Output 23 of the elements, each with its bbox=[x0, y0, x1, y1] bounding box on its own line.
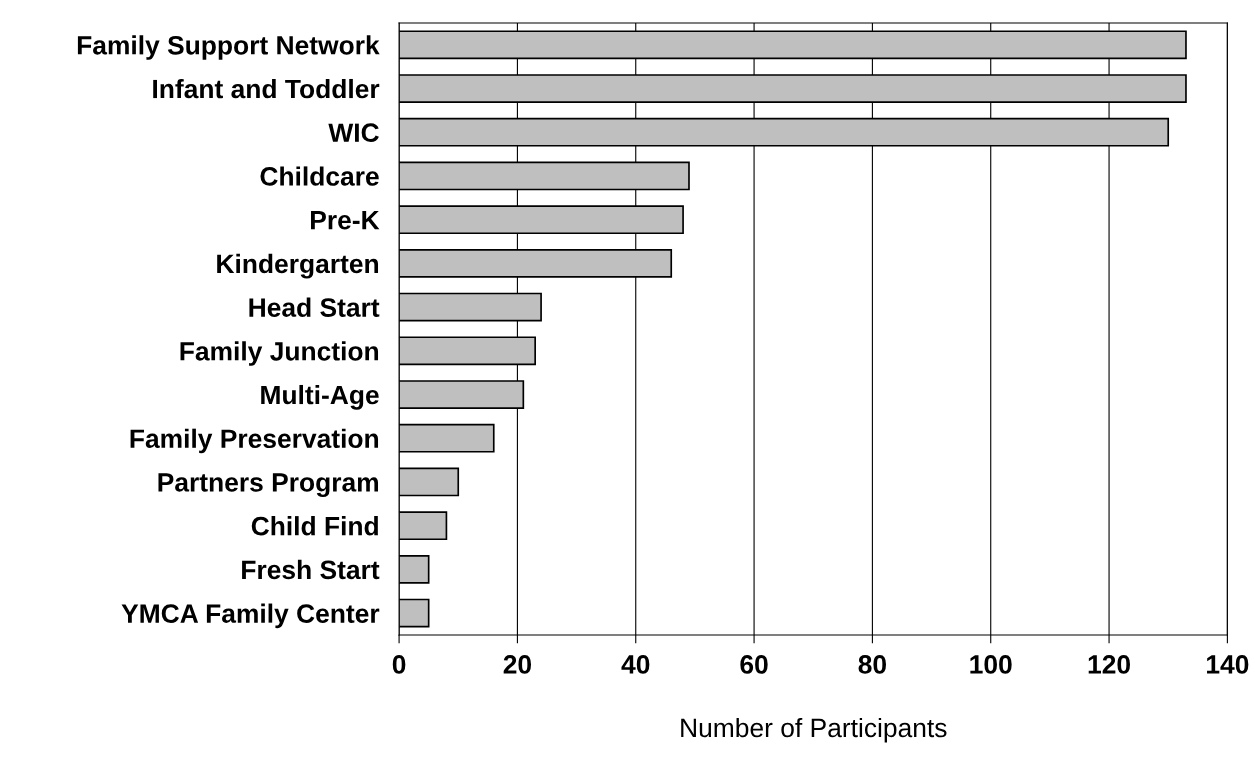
y-tick-label: Head Start bbox=[249, 297, 380, 317]
y-tick-label: Infant and Toddler bbox=[153, 78, 380, 99]
x-axis-title: Number of Participants bbox=[681, 717, 947, 743]
y-tick-label: Pre-K bbox=[311, 211, 380, 230]
y-tick-label: YMCA Family Center bbox=[121, 603, 380, 629]
y-tick-label: WIC bbox=[328, 123, 379, 143]
x-tick-label: 80 bbox=[858, 655, 886, 674]
x-tick-label: 120 bbox=[1088, 655, 1130, 674]
y-tick-label: Family Support Network bbox=[77, 35, 380, 60]
y-tick-label: Family Junction bbox=[180, 341, 379, 366]
y-tick-label: Childcare bbox=[260, 166, 379, 186]
x-tick-label: 40 bbox=[621, 655, 650, 674]
y-tick-label: Family Preservation bbox=[130, 428, 379, 454]
y-tick-label: Partners Program bbox=[158, 473, 379, 498]
x-tick-label: 0 bbox=[392, 655, 406, 674]
x-tick-label: 20 bbox=[503, 655, 532, 674]
x-tick-label: 140 bbox=[1207, 655, 1249, 674]
y-tick-label: Child Find bbox=[251, 516, 378, 536]
x-tick-label: 60 bbox=[740, 655, 768, 674]
y-tick-label: Multi-Age bbox=[261, 384, 379, 410]
y-tick-label: Kindergarten bbox=[217, 253, 379, 279]
x-tick-label: 100 bbox=[970, 655, 1012, 674]
y-tick-label: Fresh Start bbox=[242, 559, 380, 580]
